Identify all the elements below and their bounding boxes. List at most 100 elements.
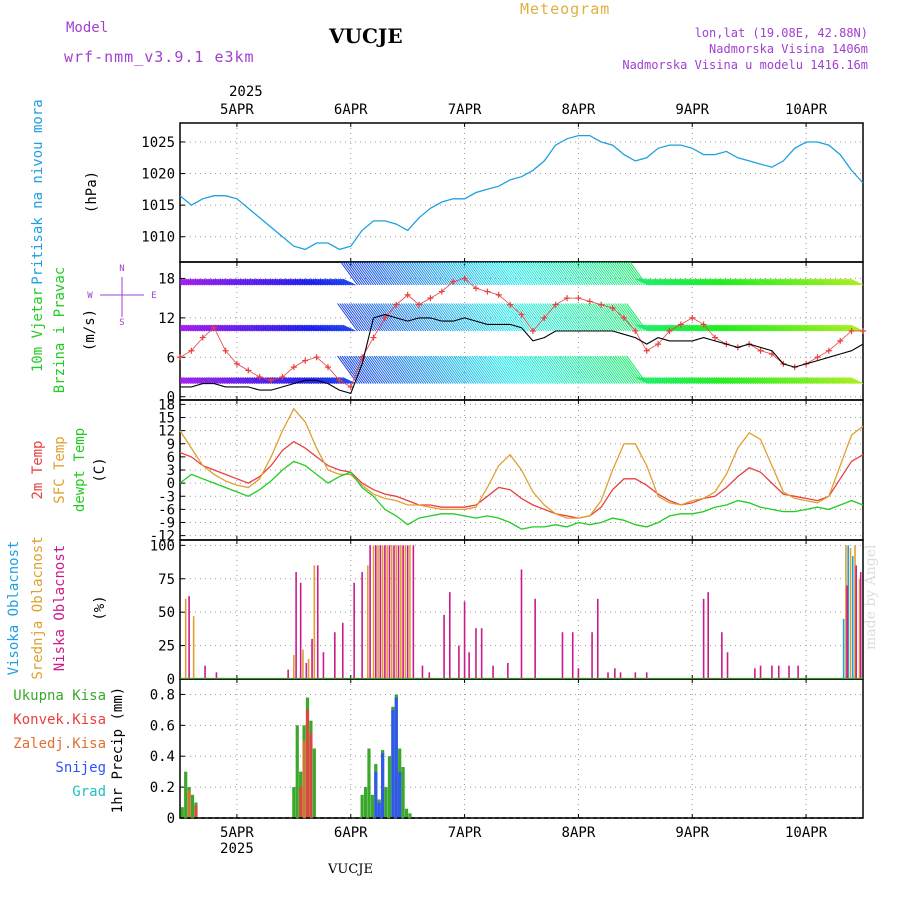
wind-barb (528, 355, 550, 384)
wind-barb (189, 278, 203, 286)
wind-barb (772, 324, 786, 332)
wind-barb (249, 377, 263, 385)
y-tick-label: 0.8 (150, 687, 175, 703)
wind-barb (683, 377, 698, 385)
wind-barb (594, 355, 616, 384)
wind-barb (533, 262, 552, 286)
wind-barb (253, 324, 267, 332)
wind-barb (556, 262, 575, 286)
wind-barb (745, 324, 759, 332)
wind-barb (324, 278, 338, 286)
wind-barb (697, 278, 711, 286)
wind-barb (724, 324, 738, 332)
wind-barb (558, 303, 579, 332)
wind-gust-marker (643, 347, 650, 354)
wind-barb (645, 278, 659, 286)
wind-barb (514, 303, 536, 332)
wind-barb (326, 377, 340, 385)
wind-barb (587, 355, 609, 384)
wind-barb (348, 355, 370, 384)
wind-barb (677, 278, 691, 286)
wind-barb (180, 381, 183, 385)
wind-barb (571, 355, 593, 384)
wind-barb (183, 324, 197, 332)
wind-barb (800, 377, 814, 385)
wind-barb (825, 278, 839, 286)
wind-barb (520, 262, 538, 286)
wind-barb (642, 324, 657, 332)
wind-barb (661, 278, 675, 286)
wind-barb (539, 303, 561, 332)
wind-barb (387, 355, 409, 384)
wind-barb (670, 324, 684, 332)
mid-cloud-bar (372, 545, 375, 679)
wind-barb (585, 355, 607, 384)
wind-barb (437, 303, 459, 332)
wind-gust-marker (655, 341, 662, 348)
total-precip-bar (184, 771, 188, 818)
precip-units: 1hr Precip (mm) (110, 687, 126, 813)
wind-gust-marker (313, 354, 320, 361)
wind-barb (640, 324, 654, 332)
mid-cloud-bar (307, 658, 310, 679)
wind-barb (756, 377, 770, 385)
wind-barb (228, 278, 242, 286)
total-precip-bar (367, 748, 371, 818)
wind-barb (537, 303, 559, 332)
wind-barb (487, 303, 509, 332)
wind-barb (340, 324, 354, 332)
wind-barb (444, 303, 465, 332)
wind-barb (706, 377, 720, 385)
wind-gust-marker (666, 328, 673, 334)
wind-barb (690, 377, 704, 385)
wind-barb (772, 278, 786, 286)
wind-barb (410, 303, 431, 332)
wind-barb (546, 355, 568, 384)
wind-barb (715, 324, 729, 332)
wind-barb (540, 262, 559, 286)
wind-gust-marker (620, 314, 627, 321)
wind-barb (287, 278, 301, 286)
wind-gust-marker (438, 288, 445, 295)
wind-barb (665, 278, 679, 286)
low-cloud-bar (754, 668, 756, 679)
wind-barb (180, 377, 194, 385)
wind-barb (192, 278, 206, 286)
wind-barb (403, 355, 425, 384)
wind-barb (448, 355, 470, 384)
top-day-label: 9APR (675, 102, 709, 118)
wind-barb (501, 355, 522, 384)
wind-barb (583, 303, 604, 332)
wind-barb (408, 262, 427, 286)
wind-barb (811, 324, 825, 332)
wind-barb (636, 377, 650, 385)
wind-barb (400, 355, 422, 384)
wind-barb (494, 355, 516, 384)
wind-barb (199, 377, 213, 385)
wind-barb (335, 278, 349, 286)
wind-barb (514, 355, 536, 384)
wind-barb (319, 377, 333, 385)
wind-barb (532, 303, 554, 332)
wind-barb (827, 377, 841, 385)
wind-barb (359, 355, 381, 384)
snow-bar (381, 753, 385, 818)
wind-barb (761, 278, 775, 286)
wind-barb (674, 324, 688, 332)
wind-barb (544, 355, 566, 384)
wind-gust-marker (586, 298, 593, 305)
wind-barb (825, 324, 839, 332)
mid-cloud-bar (409, 545, 411, 679)
wind-barb (738, 377, 752, 385)
wind-barb (249, 278, 263, 286)
wind-barb (221, 324, 235, 332)
wind-barb (331, 324, 345, 332)
wind-barb (524, 262, 543, 286)
top-day-label: 7APR (448, 102, 482, 118)
wind-barb (605, 303, 627, 332)
wind-barb (221, 278, 235, 286)
wind-barb (317, 278, 331, 286)
low-cloud-bar (777, 665, 780, 679)
wind-barb (482, 303, 504, 332)
wind-barb (781, 278, 795, 286)
